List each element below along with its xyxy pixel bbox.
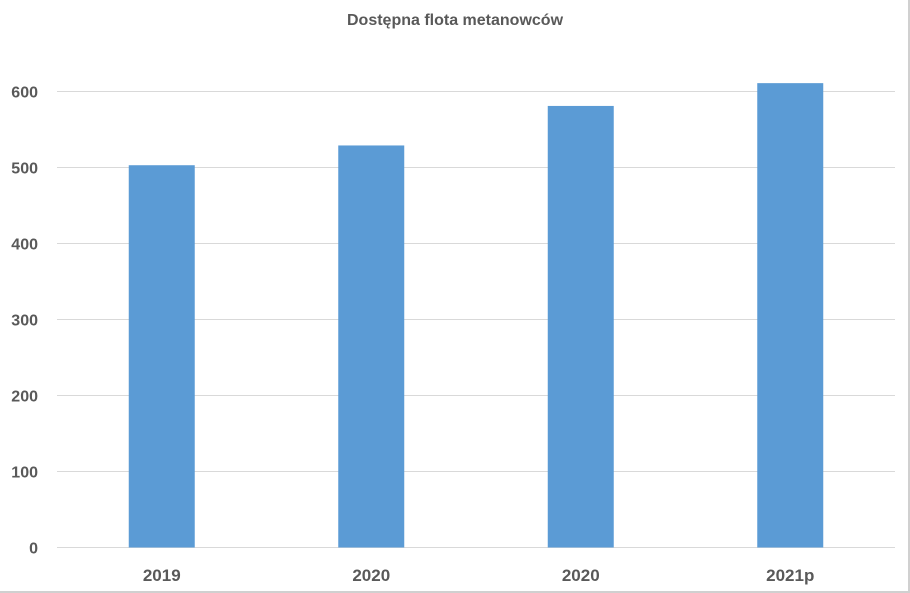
bars	[128, 83, 824, 548]
x-tick-label: 2020	[352, 566, 390, 585]
gridlines	[57, 91, 895, 548]
y-axis-ticks: 0 100 200 300 400 500 600	[11, 85, 38, 558]
x-tick-label: 2020	[562, 566, 600, 585]
bar	[757, 83, 824, 548]
y-tick-label: 100	[11, 465, 38, 482]
bar	[338, 145, 405, 548]
bar	[128, 165, 195, 548]
chart-title: Dostępna flota metanowców	[346, 12, 564, 29]
x-tick-label: 2019	[143, 566, 181, 585]
y-tick-label: 300	[11, 313, 38, 330]
y-tick-label: 500	[11, 161, 38, 178]
y-tick-label: 0	[29, 541, 38, 558]
y-tick-label: 600	[11, 85, 38, 102]
y-tick-label: 200	[11, 389, 38, 406]
y-tick-label: 400	[11, 237, 38, 254]
x-axis-ticks: 2019 2020 2020 2021p	[143, 566, 815, 585]
bar	[547, 105, 614, 548]
x-tick-label: 2021p	[766, 566, 814, 585]
